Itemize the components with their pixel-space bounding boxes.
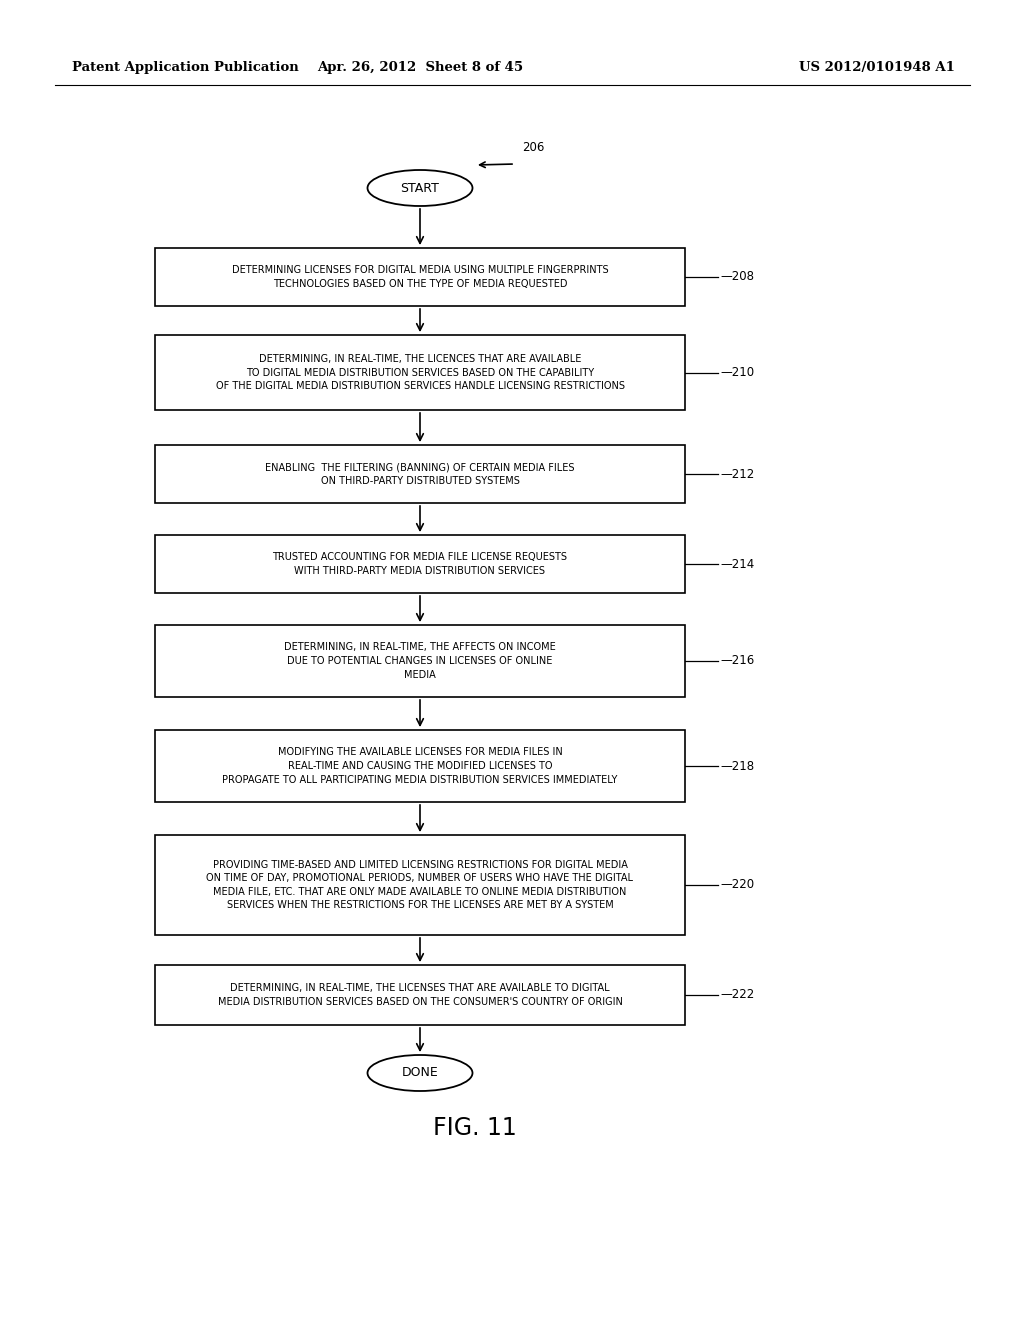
Text: —212: —212 [720,467,755,480]
FancyBboxPatch shape [155,730,685,803]
Text: FIG. 11: FIG. 11 [433,1115,517,1140]
Text: —220: —220 [720,879,754,891]
Text: MODIFYING THE AVAILABLE LICENSES FOR MEDIA FILES IN
REAL-TIME AND CAUSING THE MO: MODIFYING THE AVAILABLE LICENSES FOR MED… [222,747,617,784]
Text: 206: 206 [522,141,545,154]
Text: DETERMINING, IN REAL-TIME, THE LICENCES THAT ARE AVAILABLE
TO DIGITAL MEDIA DIST: DETERMINING, IN REAL-TIME, THE LICENCES … [215,354,625,391]
FancyBboxPatch shape [155,335,685,411]
FancyBboxPatch shape [155,836,685,935]
Text: DETERMINING, IN REAL-TIME, THE AFFECTS ON INCOME
DUE TO POTENTIAL CHANGES IN LIC: DETERMINING, IN REAL-TIME, THE AFFECTS O… [284,643,556,680]
Text: —208: —208 [720,271,754,284]
Text: —218: —218 [720,759,754,772]
Text: DONE: DONE [401,1067,438,1080]
Text: US 2012/0101948 A1: US 2012/0101948 A1 [799,62,955,74]
FancyBboxPatch shape [155,535,685,593]
FancyBboxPatch shape [155,965,685,1026]
Text: —222: —222 [720,989,755,1002]
FancyBboxPatch shape [155,248,685,306]
Text: DETERMINING, IN REAL-TIME, THE LICENSES THAT ARE AVAILABLE TO DIGITAL
MEDIA DIST: DETERMINING, IN REAL-TIME, THE LICENSES … [217,983,623,1007]
FancyBboxPatch shape [155,624,685,697]
Text: Apr. 26, 2012  Sheet 8 of 45: Apr. 26, 2012 Sheet 8 of 45 [317,62,523,74]
Text: TRUSTED ACCOUNTING FOR MEDIA FILE LICENSE REQUESTS
WITH THIRD-PARTY MEDIA DISTRI: TRUSTED ACCOUNTING FOR MEDIA FILE LICENS… [272,552,567,576]
Text: —210: —210 [720,366,754,379]
Text: —214: —214 [720,557,755,570]
Text: START: START [400,181,439,194]
FancyBboxPatch shape [155,445,685,503]
Text: ENABLING  THE FILTERING (BANNING) OF CERTAIN MEDIA FILES
ON THIRD-PARTY DISTRIBU: ENABLING THE FILTERING (BANNING) OF CERT… [265,462,574,486]
Text: DETERMINING LICENSES FOR DIGITAL MEDIA USING MULTIPLE FINGERPRINTS
TECHNOLOGIES : DETERMINING LICENSES FOR DIGITAL MEDIA U… [231,265,608,289]
Text: Patent Application Publication: Patent Application Publication [72,62,299,74]
Text: PROVIDING TIME-BASED AND LIMITED LICENSING RESTRICTIONS FOR DIGITAL MEDIA
ON TIM: PROVIDING TIME-BASED AND LIMITED LICENSI… [207,859,634,911]
Text: —216: —216 [720,655,755,668]
